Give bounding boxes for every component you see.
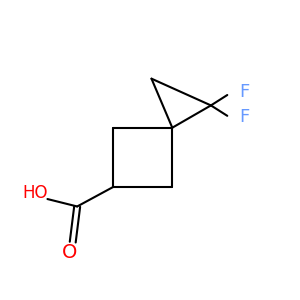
Text: O: O xyxy=(61,243,77,262)
Text: F: F xyxy=(239,108,249,126)
Text: HO: HO xyxy=(23,184,48,202)
Text: F: F xyxy=(239,83,249,101)
